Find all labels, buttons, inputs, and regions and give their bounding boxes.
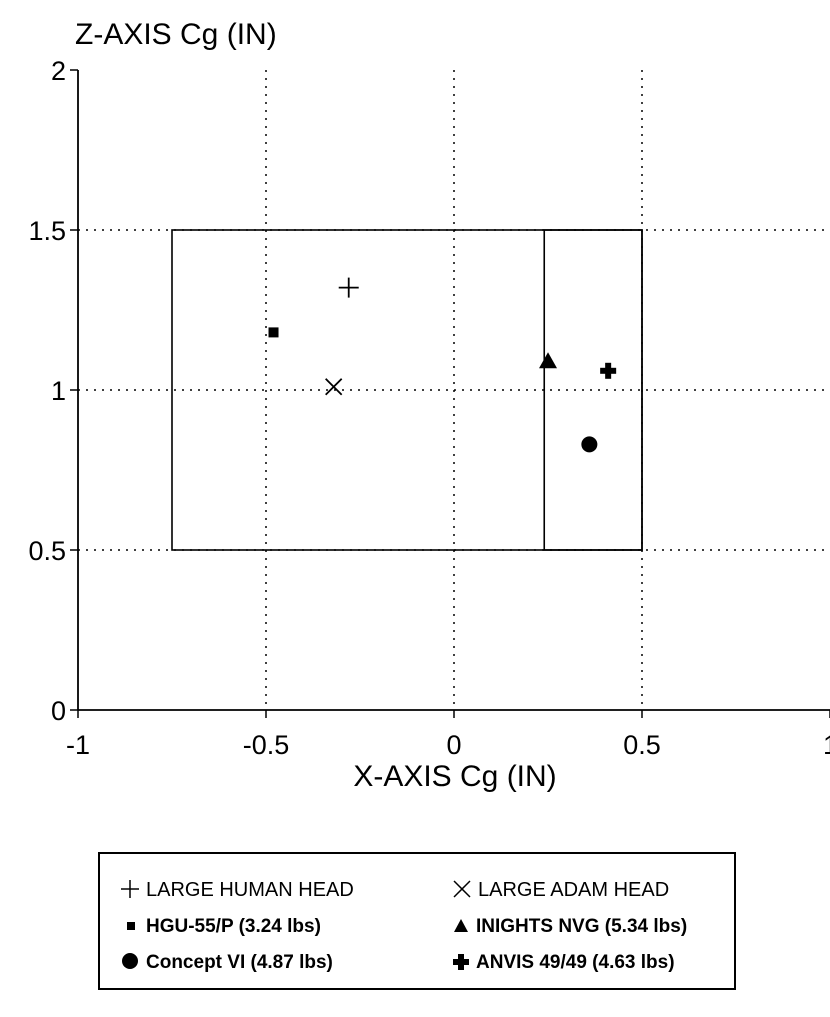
legend-label: LARGE ADAM HEAD (478, 879, 670, 901)
data-point-plus-0 (338, 277, 359, 298)
y-tick-label-1: 0.5 (28, 536, 66, 566)
square-icon (127, 922, 135, 930)
legend-label: Concept VI (4.87 lbs) (146, 952, 333, 973)
legend: LARGE HUMAN HEAD LARGE ADAM HEAD HGU-55/… (98, 852, 736, 990)
plus-icon (121, 880, 139, 898)
marker-shape (581, 436, 598, 453)
data-points (268, 277, 617, 453)
x-tick-label-3: 0.5 (623, 730, 661, 760)
legend-item-large-human-head: LARGE HUMAN HEAD (120, 878, 354, 902)
data-point-boldplus-0 (600, 362, 617, 379)
legend-label: LARGE HUMAN HEAD (146, 879, 354, 901)
marker-shape (600, 367, 617, 374)
bold-plus-icon (453, 954, 469, 970)
scatter-chart: Z-AXIS Cg (IN) 0 0.5 1 1.5 2 -1 -0.5 0 0.5 1 X-AX… (28, 18, 830, 793)
legend-item-large-adam-head: LARGE ADAM HEAD (452, 878, 669, 902)
regions (171, 229, 643, 551)
triangle-icon (454, 919, 468, 932)
y-axis-label: Z-AXIS Cg (IN) (75, 18, 277, 51)
cross-icon (453, 880, 471, 898)
marker-shape (539, 352, 557, 369)
x-tick-label-1: -0.5 (243, 730, 290, 760)
legend-item-concept-vi: Concept VI (4.87 lbs) (120, 951, 333, 975)
x-tick-label-2: 0 (446, 730, 461, 760)
data-point-circle-0 (581, 436, 598, 453)
grid (78, 70, 830, 710)
legend-label: INIGHTS NVG (5.34 lbs) (476, 916, 688, 937)
ticks: 0 0.5 1 1.5 2 -1 -0.5 0 0.5 1 (28, 56, 830, 760)
legend-item-hgu-55p: HGU-55/P (3.24 lbs) (122, 915, 321, 939)
legend-label: ANVIS 49/49 (4.63 lbs) (476, 952, 675, 973)
y-tick-label-3: 1.5 (28, 216, 66, 246)
y-tick-label-2: 1 (51, 376, 66, 406)
data-point-triangle-0 (539, 352, 557, 369)
x-axis-label: X-AXIS Cg (IN) (353, 760, 556, 793)
data-point-cross-0 (325, 378, 343, 396)
marker-stroke (325, 378, 343, 396)
circle-icon (122, 953, 138, 969)
y-tick-label-4: 2 (51, 56, 66, 86)
y-tick-label-0: 0 (51, 696, 66, 726)
marker-shape (268, 327, 279, 338)
x-tick-label-0: -1 (66, 730, 90, 760)
legend-item-inights-nvg: INIGHTS NVG (5.34 lbs) (452, 915, 687, 939)
legend-item-anvis: ANVIS 49/49 (4.63 lbs) (452, 951, 675, 975)
data-point-square-0 (268, 327, 279, 338)
region-rect-1 (543, 229, 643, 551)
x-tick-label-4: 1 (823, 730, 830, 760)
legend-label: HGU-55/P (3.24 lbs) (146, 916, 321, 937)
